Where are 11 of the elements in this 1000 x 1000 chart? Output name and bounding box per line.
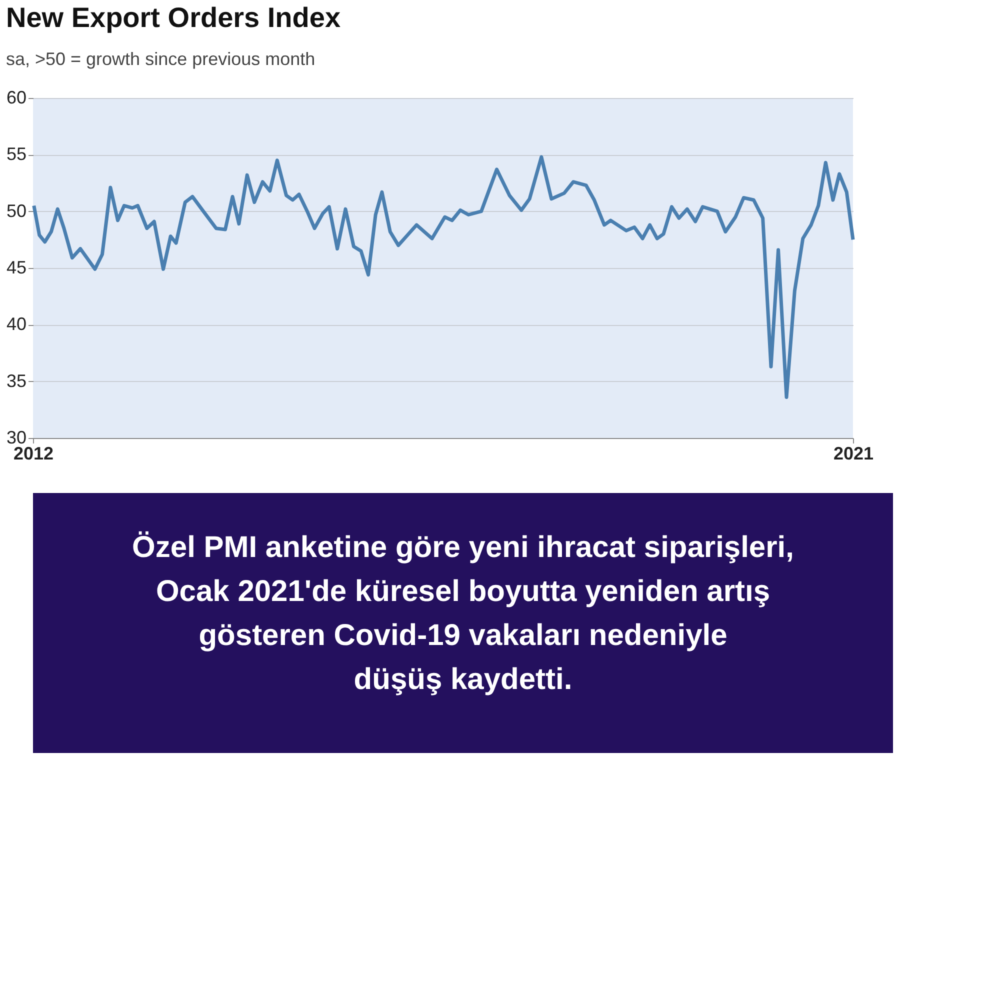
y-tick-label: 40	[6, 314, 26, 334]
y-tick-label: 60	[6, 88, 26, 108]
line-series	[32, 155, 855, 399]
y-tick-label: 55	[6, 144, 26, 164]
text: Özel PMI anketine göre yeni ihracat siparişleri, Ocak 2021'de küresel boyutta yeniden artış gösteren Covid-19 vakaları nedeniyle düşüş kaydetti.	[132, 531, 794, 696]
chart-title: New Export Orders Index	[6, 2, 341, 33]
x-tick-label: 2021	[833, 444, 874, 464]
y-tick-label: 35	[6, 370, 26, 391]
chart-subtitle: sa, >50 = growth since previous month	[6, 49, 316, 69]
y-tick-label: 45	[6, 258, 26, 278]
y-tick-label: 50	[6, 200, 26, 221]
